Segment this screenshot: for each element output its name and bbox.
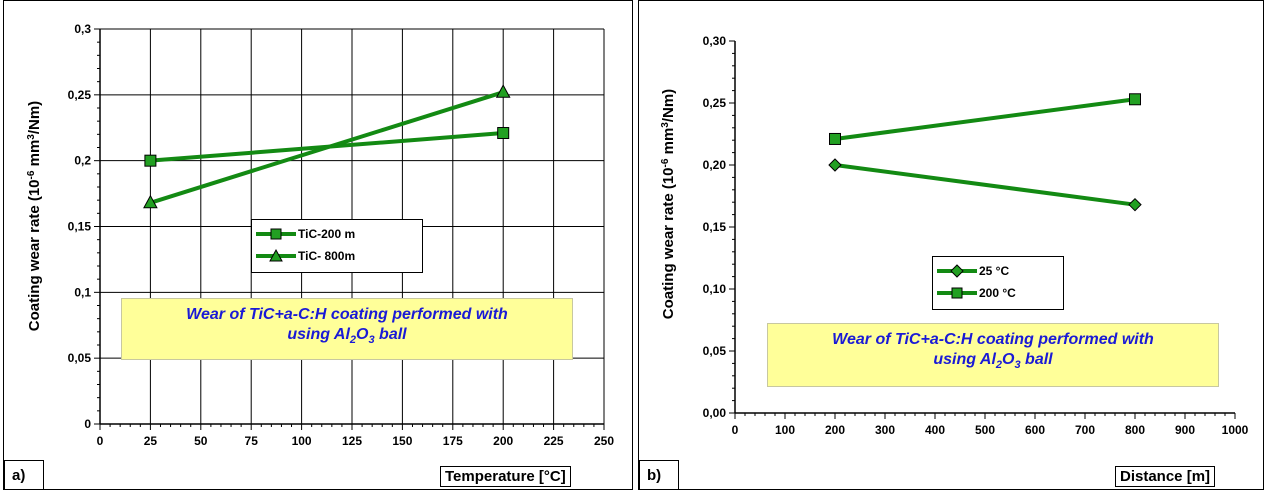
diamond-marker-icon (937, 264, 977, 278)
y-tick-label: 0,10 (703, 282, 727, 296)
x-tick-label: 50 (194, 434, 208, 448)
y-tick-label: 0,30 (703, 34, 727, 48)
x-tick-label: 300 (875, 423, 895, 437)
data-point-square (497, 127, 510, 140)
chart-a-axes: 0 25 50 75 100 125 150 175 200 225 250 0 0,05 0,1 0,15… (68, 22, 615, 448)
x-tick-label: 25 (144, 434, 158, 448)
y-tick-label: 0 (84, 417, 91, 431)
chart-b-annotation: Wear of TiC+a-C:H coating performed with… (767, 323, 1219, 387)
chart-b-axes: 0 100 200 300 400 500 600 700 800 900 1000 0,00 0,05… (703, 34, 1249, 437)
x-tick-label: 225 (544, 434, 564, 448)
series-line-1 (149, 90, 504, 205)
y-tick-label: 0,3 (74, 22, 91, 36)
x-tick-label: 175 (443, 434, 463, 448)
x-tick-label: 75 (245, 434, 259, 448)
chart-b-xlabel: Distance [m] (1115, 466, 1216, 487)
x-tick-label: 700 (1075, 423, 1095, 437)
y-tick-label: 0,05 (703, 344, 727, 358)
legend-label: TiC- 800m (298, 249, 356, 263)
chart-b-ylabel: Coating wear rate (10-6 mm3/Nm) (660, 89, 678, 319)
square-marker-icon (937, 287, 977, 299)
annotation-line-2: using Al2O3 ball (287, 326, 407, 347)
y-tick-label: 0,1 (74, 285, 91, 299)
x-tick-label: 100 (292, 434, 312, 448)
panel-b-label: b) (639, 460, 679, 490)
data-point-square (144, 154, 157, 167)
data-point-diamond (1128, 197, 1142, 212)
data-point-square (1129, 93, 1141, 106)
panel-a-label: a) (4, 460, 44, 490)
data-point-diamond (828, 158, 842, 172)
square-marker-icon (256, 228, 296, 240)
legend-item-tic-200: TiC-200 m (256, 226, 355, 242)
chart-a-annotation: Wear of TiC+a-C:H coating performed with… (121, 298, 573, 360)
x-tick-label: 250 (594, 434, 614, 448)
annotation-line-2: using Al2O3 ball (933, 351, 1053, 372)
chart-b-legend: 25 °C 200 °C (932, 256, 1064, 310)
data-point-triangle (143, 194, 158, 209)
legend-label: TiC-200 m (298, 227, 356, 241)
data-point-triangle (495, 84, 511, 98)
x-tick-label: 0 (97, 434, 104, 448)
x-tick-label: 150 (392, 434, 412, 448)
x-tick-label: 100 (775, 423, 795, 437)
y-tick-label: 0,15 (68, 220, 92, 234)
chart-b-series (828, 93, 1142, 212)
legend-item-tic-800: TiC- 800m (256, 248, 355, 264)
chart-a-xlabel: Temperature [°C] (440, 466, 571, 487)
chart-a-series (143, 84, 511, 209)
x-tick-label: 400 (925, 423, 945, 437)
legend-label: 25 °C (979, 264, 1010, 278)
annotation-line-1: Wear of TiC+a-C:H coating performed with (832, 331, 1154, 348)
data-point-square (829, 132, 841, 145)
triangle-marker-icon (256, 248, 296, 262)
x-tick-label: 500 (975, 423, 995, 437)
chart-panel-b: 0 100 200 300 400 500 600 700 800 900 1000 0,00 0,05… (638, 0, 1264, 490)
y-tick-label: 0,05 (68, 351, 92, 365)
x-tick-label: 200 (493, 434, 513, 448)
x-tick-label: 1000 (1222, 423, 1249, 437)
series-line-1 (834, 97, 1136, 141)
x-tick-label: 125 (342, 434, 362, 448)
chart-b-plot: 0 100 200 300 400 500 600 700 800 900 1000 0,00 0,05… (660, 34, 1249, 437)
chart-panel-a: 0 25 50 75 100 125 150 175 200 225 250 0 0,05 0,1 0,15… (3, 0, 633, 490)
y-tick-label: 0,15 (703, 220, 727, 234)
x-tick-label: 800 (1125, 423, 1145, 437)
legend-item-25c: 25 °C (937, 263, 1009, 279)
x-tick-label: 200 (825, 423, 845, 437)
chart-a-ylabel: Coating wear rate (10-6 mm3/Nm) (26, 101, 44, 331)
y-tick-label: 0,00 (703, 406, 727, 420)
legend-item-200c: 200 °C (937, 285, 1016, 301)
x-tick-label: 900 (1175, 423, 1195, 437)
y-tick-label: 0,25 (68, 88, 92, 102)
x-tick-label: 600 (1025, 423, 1045, 437)
chart-a-legend: TiC-200 m TiC- 800m (251, 219, 423, 273)
y-tick-label: 0,20 (703, 158, 727, 172)
x-tick-label: 0 (732, 423, 739, 437)
legend-label: 200 °C (979, 286, 1016, 300)
annotation-line-1: Wear of TiC+a-C:H coating performed with (186, 306, 508, 323)
y-tick-label: 0,2 (74, 154, 91, 168)
y-tick-label: 0,25 (703, 96, 727, 110)
series-line-0 (834, 163, 1136, 207)
